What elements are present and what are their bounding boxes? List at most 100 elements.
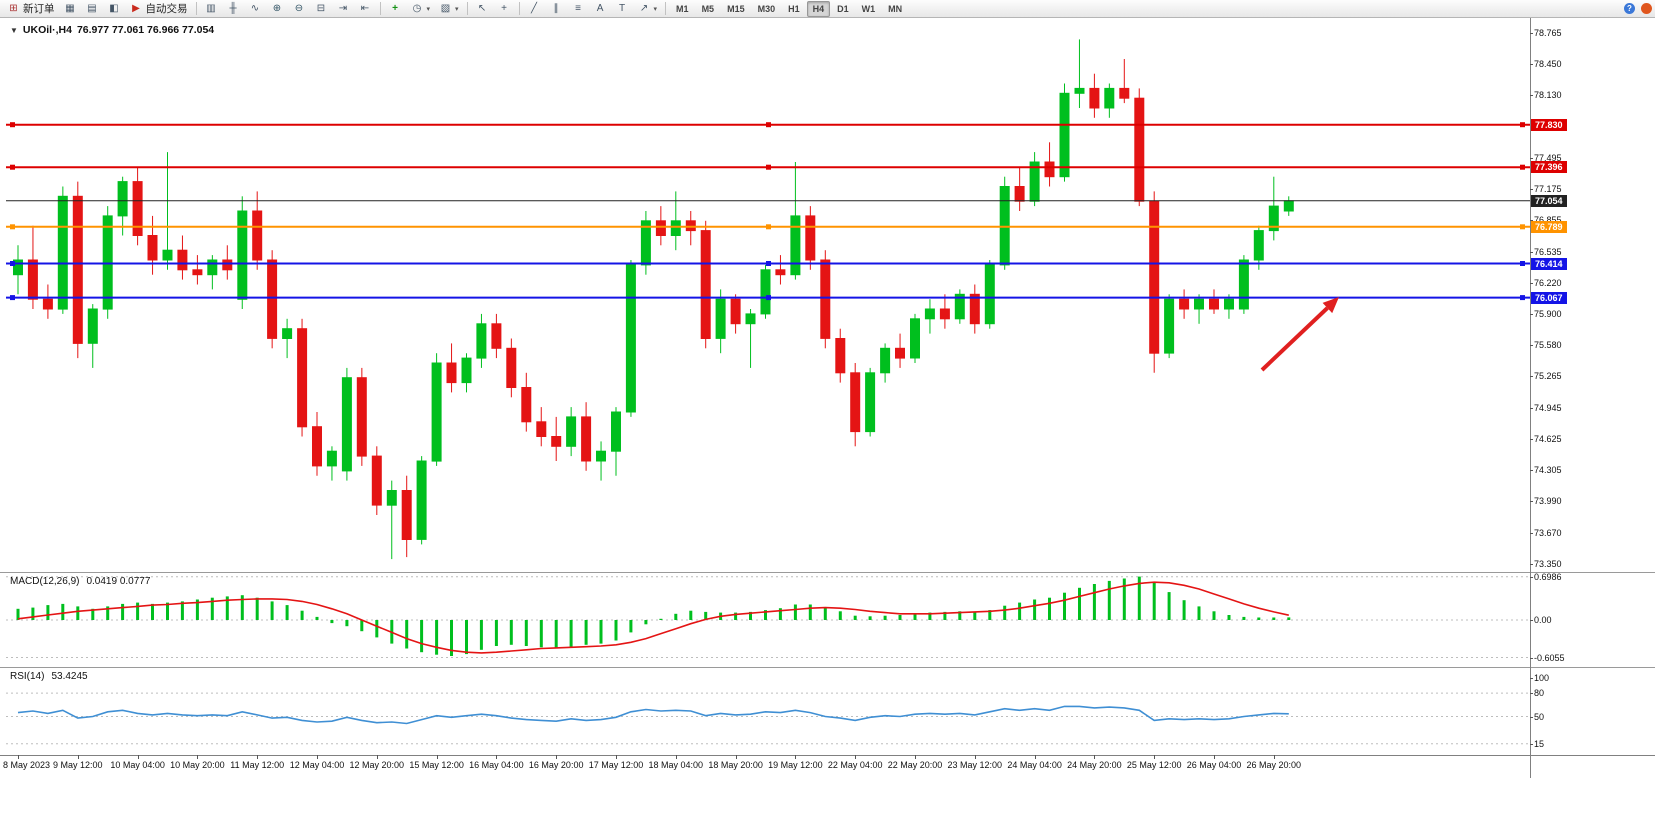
macd-histogram-bar [764, 610, 767, 620]
macd-histogram-bar [16, 608, 20, 620]
cursor-button[interactable]: ↖ [472, 0, 493, 17]
indicators-button[interactable]: + [385, 0, 406, 17]
indicators-icon: + [392, 2, 398, 14]
price-chart-canvas[interactable] [6, 18, 1530, 572]
notifications-icon[interactable] [1641, 3, 1652, 14]
time-axis-label: 9 May 12:00 [53, 760, 103, 770]
candle-body [386, 490, 397, 506]
candle-body [1268, 205, 1279, 232]
label-tool-icon: T [618, 2, 626, 14]
candle-body [1074, 87, 1085, 94]
bar-chart-button[interactable]: ▥ [201, 0, 222, 17]
templates-button[interactable]: ▧ ▾ [435, 0, 463, 17]
annotation-arrow-head[interactable] [1322, 297, 1339, 314]
pane-separator[interactable] [0, 572, 1655, 574]
line-handle[interactable] [766, 164, 771, 170]
line-handle[interactable] [10, 261, 15, 266]
price-tick-mark [1530, 376, 1533, 378]
help-icon[interactable]: ? [1624, 3, 1635, 14]
macd-histogram-bar [46, 605, 50, 620]
time-tick-mark [795, 755, 797, 759]
candle-body [715, 298, 726, 339]
line-handle[interactable] [10, 122, 15, 128]
market-watch-button[interactable]: ◧ [104, 0, 125, 17]
macd-tick-label: -0.6055 [1534, 652, 1565, 663]
rsi-canvas[interactable] [6, 669, 1530, 755]
price-badge-76.789: 76.789 [1531, 220, 1567, 233]
line-handle[interactable] [1520, 261, 1525, 266]
line-handle[interactable] [1520, 122, 1525, 128]
pane-separator[interactable] [0, 667, 1655, 669]
line-handle[interactable] [766, 224, 771, 230]
line-handle[interactable] [766, 261, 771, 266]
candle-body [625, 264, 636, 413]
line-handle[interactable] [766, 295, 771, 301]
auto-scroll-button[interactable]: ⇥ [333, 0, 354, 17]
collapse-icon[interactable]: ▼ [10, 25, 18, 35]
macd-histogram-bar [704, 611, 708, 620]
autotrading-icon: ▶ [132, 2, 140, 14]
new-order-button[interactable]: ⊞ 新订单 [3, 0, 59, 17]
toolbar-separator [466, 2, 468, 15]
price-tick-label: 76.220 [1534, 277, 1562, 288]
time-tick-mark [1094, 755, 1096, 759]
timeframe-h4-button[interactable]: H4 [806, 0, 831, 17]
timeframe-mn-button[interactable]: MN [888, 3, 903, 14]
text-tool-button[interactable]: A [590, 0, 611, 17]
candle-body [13, 259, 23, 276]
candle-body [72, 195, 83, 344]
line-handle[interactable] [10, 224, 15, 230]
chart-shift-button[interactable]: ⇤ [355, 0, 376, 17]
timeframe-h1-button[interactable]: H1 [788, 3, 800, 14]
line-handle[interactable] [766, 122, 771, 128]
macd-canvas[interactable] [6, 574, 1530, 667]
candle-body [42, 298, 53, 310]
candle-body [1059, 92, 1070, 178]
candle-body [461, 357, 472, 384]
line-handle[interactable] [1520, 295, 1525, 301]
timeframe-m1-button[interactable]: M1 [676, 3, 689, 14]
fibonacci-button[interactable]: ≡ [568, 0, 589, 17]
profiles-button[interactable]: ▤ [82, 0, 103, 17]
line-tool-button[interactable]: ╱ [524, 0, 545, 17]
annotation-arrow[interactable] [1260, 306, 1329, 372]
timeframe-w1-button[interactable]: W1 [861, 3, 876, 14]
timeframe-m15-button[interactable]: M15 [727, 3, 745, 14]
time-axis-label: 18 May 04:00 [648, 760, 704, 770]
line-handle[interactable] [1520, 224, 1525, 230]
zoom-in-button[interactable]: ⊕ [267, 0, 288, 17]
macd-histogram-bar [1122, 578, 1126, 620]
zoom-out-button[interactable]: ⊖ [289, 0, 310, 17]
label-tool-button[interactable]: T [612, 0, 633, 17]
rsi-tick-label: 80 [1534, 688, 1545, 699]
macd-histogram-bar [195, 599, 199, 620]
line-handle[interactable] [1520, 164, 1525, 170]
candle-body [999, 186, 1010, 266]
candle-body [536, 421, 547, 437]
macd-histogram-bar [1048, 597, 1051, 620]
timeframe-m30-button[interactable]: M30 [757, 3, 776, 14]
channel-tool-button[interactable]: ∥ [546, 0, 567, 17]
charts-button[interactable]: ▦ [60, 0, 81, 17]
line-chart-button[interactable]: ∿ [245, 0, 266, 17]
tile-windows-button[interactable]: ⊟ [311, 0, 332, 17]
line-handle[interactable] [10, 295, 15, 301]
candle-body [237, 210, 248, 300]
candle-body [1134, 97, 1145, 202]
price-tick-label: 74.945 [1534, 402, 1562, 413]
line-handle[interactable] [10, 164, 15, 170]
time-axis-label: 26 May 04:00 [1186, 760, 1242, 770]
arrows-tool-button[interactable]: ↗ ▾ [634, 0, 662, 17]
candle-body [416, 460, 427, 540]
price-tick-mark [1530, 63, 1533, 65]
macd-histogram-bar [823, 607, 827, 620]
macd-histogram-bar [958, 611, 962, 620]
candlestick-button[interactable]: ╫ [223, 0, 244, 17]
timeframe-m5-button[interactable]: M5 [701, 3, 715, 14]
periods-button[interactable]: ◷ ▾ [407, 0, 435, 17]
crosshair-button[interactable]: + [494, 0, 515, 17]
time-tick-mark [675, 755, 677, 759]
autotrading-button[interactable]: ▶ 自动交易 [126, 0, 192, 17]
macd-tick-label: 0.00 [1534, 615, 1552, 625]
timeframe-d1-button[interactable]: D1 [837, 3, 849, 14]
